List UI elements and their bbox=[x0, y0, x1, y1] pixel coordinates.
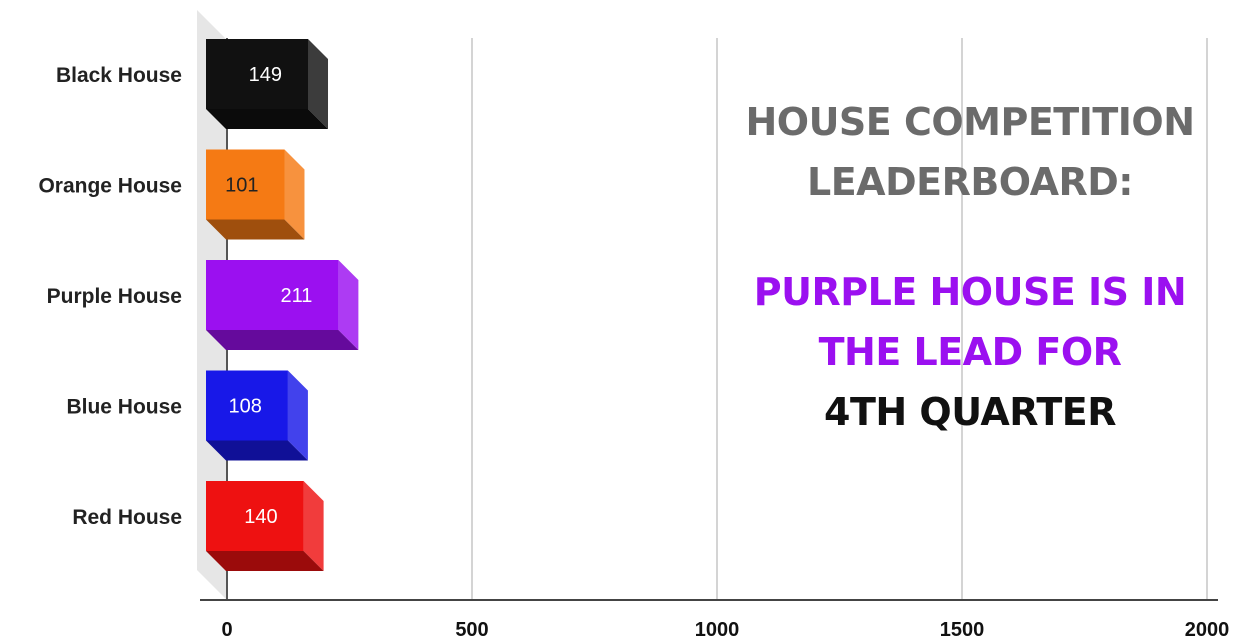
x-tick-label: 1000 bbox=[695, 619, 740, 640]
headline-lead-line-2: the lead for bbox=[818, 330, 1122, 374]
x-tick-label: 0 bbox=[221, 619, 232, 640]
bar-bottom bbox=[206, 551, 324, 571]
bar bbox=[206, 481, 304, 551]
headline-title-line-2: Leaderboard: bbox=[807, 160, 1134, 204]
category-label: Red House bbox=[72, 506, 182, 529]
bar-value-label: 108 bbox=[229, 396, 262, 418]
bar-group: 211 bbox=[206, 260, 359, 350]
bar-value-label: 211 bbox=[280, 285, 312, 307]
headline-lead-line-1: Purple House is in bbox=[753, 270, 1187, 314]
x-tick-label: 1500 bbox=[940, 619, 985, 640]
bar bbox=[206, 370, 288, 441]
category-label: Purple House bbox=[47, 285, 182, 308]
bar-side bbox=[303, 481, 324, 571]
bars: 149 101 211 108 140 bbox=[206, 39, 359, 571]
bar-side bbox=[338, 260, 359, 350]
category-label: Blue House bbox=[66, 396, 182, 419]
bar-value-label: 140 bbox=[244, 506, 277, 528]
bar-side bbox=[308, 39, 329, 129]
headline-annotation: House Competition Leaderboard: Purple Ho… bbox=[735, 92, 1205, 442]
bar-value-label: 101 bbox=[225, 175, 258, 197]
category-label: Black House bbox=[56, 64, 182, 87]
x-tick-label: 2000 bbox=[1185, 619, 1230, 640]
bar bbox=[206, 260, 339, 330]
bar-group: 140 bbox=[206, 481, 324, 571]
bar-bottom bbox=[206, 440, 308, 461]
x-tick-labels: 0 500 1000 1500 2000 bbox=[221, 619, 1229, 640]
bar-bottom bbox=[206, 330, 359, 350]
bar-bottom bbox=[206, 219, 305, 240]
bar-bottom bbox=[206, 109, 329, 129]
bar-side bbox=[284, 149, 305, 240]
headline-quarter-line: 4th Quarter bbox=[824, 390, 1117, 434]
bar-group: 149 bbox=[206, 39, 329, 129]
bar-value-label: 149 bbox=[249, 64, 282, 86]
category-label: Orange House bbox=[38, 175, 182, 198]
bar-group: 101 bbox=[206, 149, 305, 240]
bar bbox=[206, 39, 309, 109]
bar-group: 108 bbox=[206, 370, 308, 461]
category-labels: Black House Orange House Purple House Blue … bbox=[38, 64, 182, 529]
grid-lines bbox=[471, 38, 1208, 600]
bar bbox=[206, 149, 285, 220]
bar-side bbox=[287, 370, 308, 461]
headline-title-line-1: House Competition bbox=[745, 100, 1195, 144]
x-tick-label: 500 bbox=[455, 619, 488, 640]
